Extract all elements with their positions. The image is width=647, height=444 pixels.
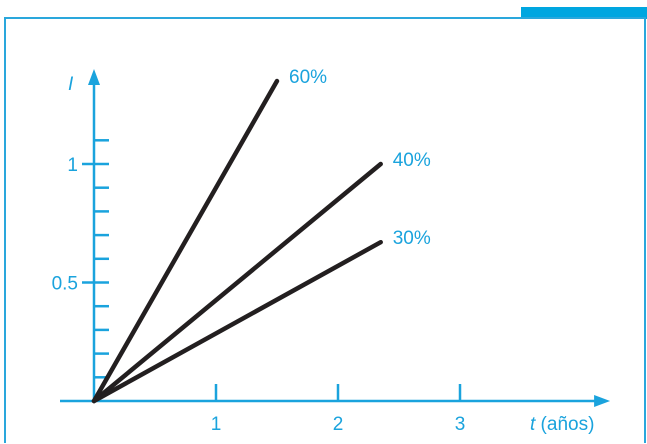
series-label-60pct: 60% [289,67,327,88]
y-axis-label: I [68,74,74,95]
y-axis-arrow [88,69,100,86]
accent-bar [521,7,647,19]
x-tick-label-3: 3 [455,414,466,435]
series-label-30pct: 30% [393,228,431,249]
series-line-40pct [91,161,383,404]
series-label-40pct: 40% [393,150,431,171]
x-tick-label-2: 2 [333,414,344,435]
x-axis-label: t (años) [530,414,594,435]
x-tick-label-1: 1 [211,414,222,435]
figure-frame [4,17,646,443]
x-axis-arrow [594,395,611,407]
series-line-60pct [91,78,280,404]
y-tick-label-0.5: 0.5 [52,274,78,295]
series-line-30pct [91,239,383,404]
y-tick-label-1: 1 [67,155,78,176]
